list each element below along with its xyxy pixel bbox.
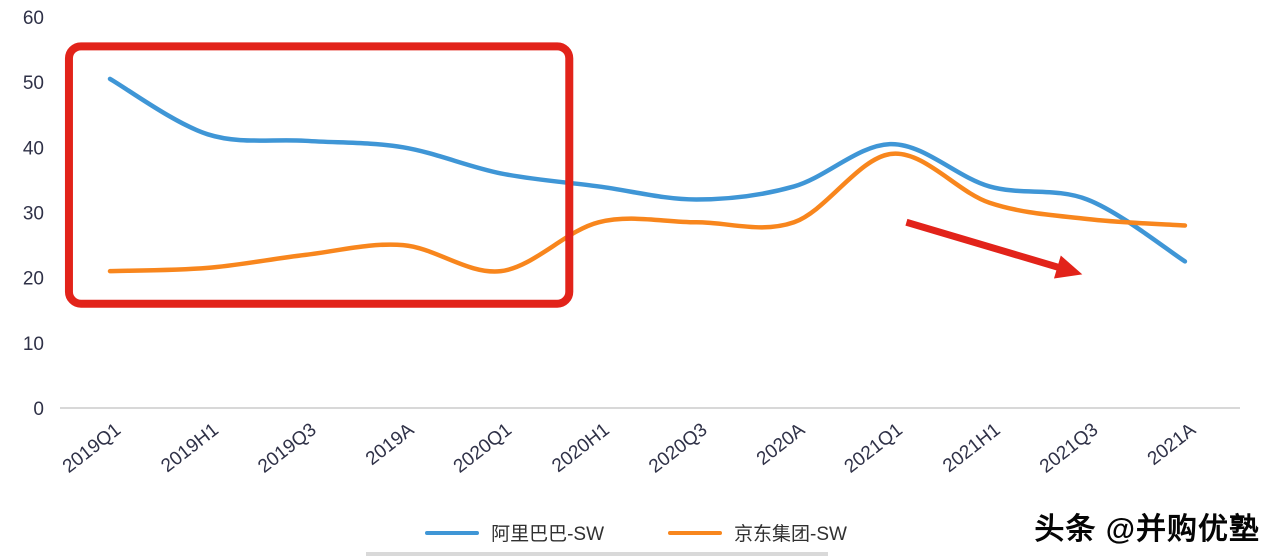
legend-label-alibaba: 阿里巴巴-SW <box>491 524 604 545</box>
x-tick-label: 2020A <box>753 419 809 470</box>
y-tick-label: 10 <box>23 334 44 355</box>
x-tick-label: 2020H1 <box>548 419 613 477</box>
legend-line-swatch-orange <box>668 530 722 535</box>
y-tick-label: 0 <box>33 399 44 420</box>
x-tick-label: 2020Q3 <box>645 419 711 477</box>
y-tick-label: 30 <box>23 204 44 225</box>
arrow-shaft-annotation <box>905 218 1065 273</box>
x-tick-label: 2020Q1 <box>450 419 516 477</box>
chart-legend: 阿里巴巴-SW 京东集团-SW <box>0 519 1272 546</box>
y-tick-label: 40 <box>23 138 44 159</box>
x-tick-label: 2021Q3 <box>1036 419 1102 477</box>
legend-label-jd: 京东集团-SW <box>734 524 847 545</box>
x-tick-label: 2019A <box>362 419 418 470</box>
x-tick-label: 2021H1 <box>939 419 1004 477</box>
x-tick-label: 2021Q1 <box>841 419 907 477</box>
highlight-box-annotation <box>64 42 574 308</box>
x-tick-label: 2019Q3 <box>254 419 320 477</box>
x-tick-label: 2019H1 <box>157 419 222 477</box>
series-line-0 <box>107 76 1188 264</box>
x-tick-label: 2021A <box>1144 419 1200 470</box>
line-chart: 0 10 20 30 40 50 60 2019Q1 2019H1 2019Q3 2019A 2020… <box>23 8 1240 478</box>
y-tick-label: 20 <box>23 269 44 290</box>
x-tick-label: 2019Q1 <box>59 419 125 477</box>
legend-item-jd: 京东集团-SW <box>668 519 847 546</box>
watermark-text: 头条 @并购优塾 <box>1024 504 1260 548</box>
legend-line-swatch-blue <box>425 530 480 535</box>
y-tick-label: 60 <box>23 8 44 29</box>
cropped-element-edge <box>366 552 828 556</box>
arrow-head-annotation <box>1053 255 1083 279</box>
legend-item-alibaba: 阿里巴巴-SW <box>425 519 604 546</box>
series-line-1 <box>107 151 1188 274</box>
y-tick-label: 50 <box>23 73 44 94</box>
